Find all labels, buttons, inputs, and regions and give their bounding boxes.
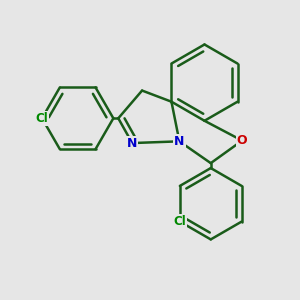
- Text: Cl: Cl: [36, 112, 48, 125]
- Text: Cl: Cl: [173, 215, 186, 228]
- Text: N: N: [127, 136, 137, 150]
- Text: N: N: [174, 135, 184, 148]
- Text: O: O: [237, 134, 248, 147]
